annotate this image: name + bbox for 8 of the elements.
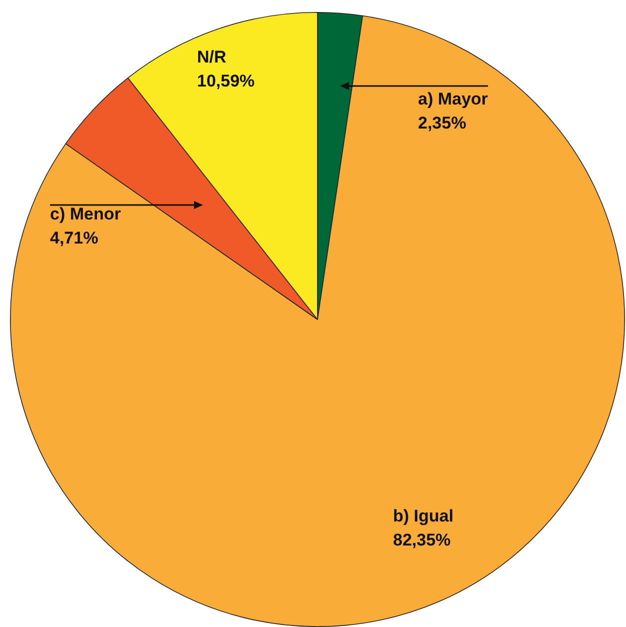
data-label: 4,71% — [50, 228, 98, 248]
slice-label: N/R — [197, 48, 226, 67]
slice-label: a) Mayor — [418, 90, 488, 109]
data-label: 82,35% — [393, 530, 451, 550]
data-label: 10,59% — [197, 72, 255, 91]
data-label: 2,35% — [418, 114, 466, 133]
slice-label: b) Igual — [393, 506, 454, 526]
slice-label: c) Menor — [50, 204, 122, 224]
